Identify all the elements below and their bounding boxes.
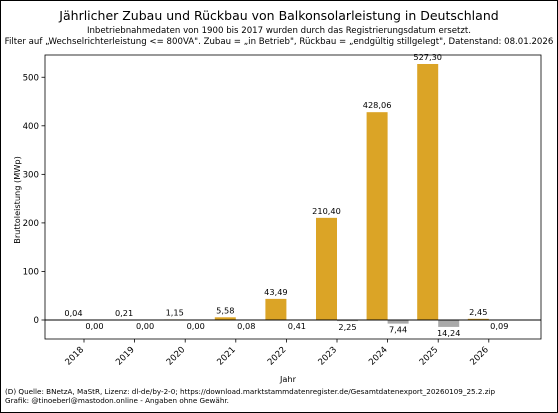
x-tick-label: 2022 bbox=[266, 345, 289, 368]
zubau-bar bbox=[214, 317, 236, 320]
plot-area: 01002003004005000,040,0020180,210,002019… bbox=[23, 52, 542, 368]
source-footer: (D) Quelle: BNetzA, MaStR, Lizenz: dl-de… bbox=[5, 387, 496, 396]
zubau-bar bbox=[366, 112, 388, 320]
zubau-value-label: 210,40 bbox=[312, 206, 341, 216]
x-tick-label: 2018 bbox=[64, 345, 87, 368]
x-axis-label: Jahr bbox=[279, 374, 297, 384]
x-tick-label: 2019 bbox=[114, 345, 137, 368]
chart-title: Jährlicher Zubau und Rückbau von Balkons… bbox=[58, 8, 498, 23]
x-tick-label: 2024 bbox=[367, 345, 390, 368]
zubau-bar bbox=[467, 318, 489, 320]
plot-border bbox=[44, 54, 542, 340]
rueckbau-value-label: 0,41 bbox=[288, 321, 306, 331]
x-tick-label: 2020 bbox=[165, 345, 188, 368]
y-tick-label: 100 bbox=[23, 267, 39, 277]
zubau-bar bbox=[316, 217, 337, 320]
rueckbau-value-label: 0,09 bbox=[490, 321, 508, 331]
x-tick-label: 2026 bbox=[468, 345, 491, 368]
zubau-value-label: 43,49 bbox=[264, 287, 287, 297]
rueckbau-value-label: 7,44 bbox=[389, 325, 407, 335]
chart-subtitle-2: Filter auf „Wechselrichterleistung <= 80… bbox=[5, 37, 554, 47]
rueckbau-value-label: 0,00 bbox=[136, 321, 154, 331]
zubau-value-label: 428,06 bbox=[363, 100, 392, 110]
rueckbau-value-label: 0,00 bbox=[85, 321, 103, 331]
credit-footer: Grafik: @tinoeberl@mastodon.online - Ang… bbox=[5, 396, 229, 405]
zubau-value-label: 2,45 bbox=[469, 307, 487, 317]
chart-subtitle-1: Inbetriebnahmedaten von 1900 bis 2017 wu… bbox=[87, 26, 471, 36]
rueckbau-value-label: 14,24 bbox=[437, 328, 460, 338]
y-axis-label: Bruttoleistung (MWp) bbox=[12, 156, 22, 244]
rueckbau-bar bbox=[438, 320, 460, 327]
zubau-bar bbox=[417, 63, 439, 320]
rueckbau-bar bbox=[337, 320, 358, 322]
zubau-value-label: 0,04 bbox=[64, 308, 82, 318]
x-tick-label: 2021 bbox=[215, 345, 238, 368]
y-tick-label: 200 bbox=[23, 219, 39, 229]
x-tick-label: 2025 bbox=[418, 345, 441, 368]
y-tick-label: 400 bbox=[23, 122, 39, 132]
zubau-value-label: 5,58 bbox=[216, 305, 234, 315]
zubau-bar bbox=[265, 298, 287, 320]
rueckbau-value-label: 0,08 bbox=[237, 321, 255, 331]
y-tick-label: 0 bbox=[34, 316, 39, 326]
zubau-value-label: 1,15 bbox=[166, 307, 184, 317]
y-tick-label: 300 bbox=[23, 170, 39, 180]
rueckbau-value-label: 0,00 bbox=[187, 321, 205, 331]
rueckbau-value-label: 2,25 bbox=[338, 322, 356, 332]
rueckbau-bar bbox=[387, 320, 409, 324]
x-tick-label: 2023 bbox=[317, 345, 340, 368]
y-tick-label: 500 bbox=[23, 73, 39, 83]
zubau-value-label: 527,30 bbox=[413, 52, 442, 62]
zubau-value-label: 0,21 bbox=[115, 308, 133, 318]
